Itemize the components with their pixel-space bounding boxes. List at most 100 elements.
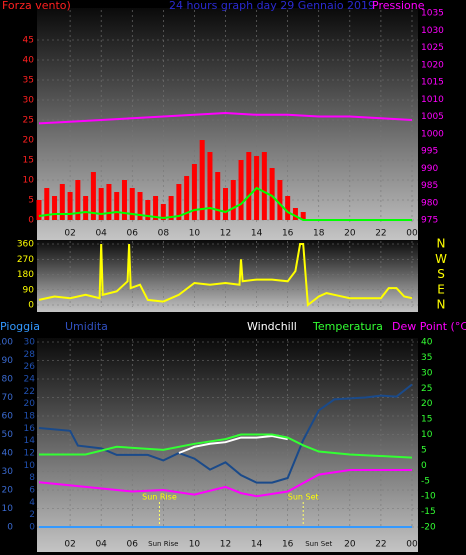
y2-tick-label: 1000 xyxy=(421,129,444,139)
y2-tick-label: 980 xyxy=(421,198,438,208)
y2-tick-label: 40 xyxy=(421,338,433,348)
legend-entry: Windchill xyxy=(247,320,297,333)
wind-bar xyxy=(83,196,89,220)
y-tick-label: 90 xyxy=(2,356,14,366)
x-tick-label: 16 xyxy=(282,540,294,550)
y-tick-label: 180 xyxy=(17,270,34,280)
wind-bar xyxy=(223,188,228,220)
y-tick-label: 40 xyxy=(2,449,14,459)
x-tick-label: 18 xyxy=(313,229,325,239)
y3-tick-label: 24 xyxy=(24,375,36,385)
legend-entry: Pioggia xyxy=(0,320,40,333)
y3-tick-label: 30 xyxy=(24,338,36,348)
wind-bar xyxy=(52,196,58,220)
y3-tick-label: 4 xyxy=(29,498,35,508)
wind-bar xyxy=(285,196,291,220)
y2-tick-label: -20 xyxy=(421,523,436,533)
y2-tick-label: 1030 xyxy=(421,26,444,36)
wind-bar xyxy=(129,188,135,220)
y2-tick-label: N xyxy=(437,237,446,251)
y2-tick-label: 10 xyxy=(421,430,433,440)
y-tick-label: 20 xyxy=(2,486,14,496)
wind-bar xyxy=(199,140,205,220)
y-axis-label: Forza vento) xyxy=(2,0,71,12)
y2-tick-label: -10 xyxy=(421,492,436,502)
wind-bar xyxy=(215,172,221,220)
wind-bar xyxy=(184,176,190,220)
wind-bar xyxy=(153,196,159,220)
wind-bar xyxy=(160,204,166,220)
y-tick-label: 40 xyxy=(23,56,35,66)
y-tick-label: 0 xyxy=(7,523,13,533)
y2-tick-label: 1035 xyxy=(421,9,444,19)
x-tick-label: 12 xyxy=(220,229,231,239)
y2-axis-label: Pressione xyxy=(372,0,425,12)
x-tick-label: 00 xyxy=(406,540,418,550)
wind-bar xyxy=(59,184,65,220)
y3-tick-label: 10 xyxy=(24,461,36,471)
x-tick-label: 00 xyxy=(406,229,418,239)
wind-bar xyxy=(277,180,283,220)
y-tick-label: 60 xyxy=(2,412,14,422)
x-tick-label: 20 xyxy=(344,540,356,550)
y3-tick-label: 16 xyxy=(24,424,36,434)
wind-bar xyxy=(90,172,96,220)
wind-bar xyxy=(98,188,104,220)
chart-title: 24 hours graph day 29 Gennaio 2019 xyxy=(169,0,375,12)
x-tick-label: 06 xyxy=(127,540,139,550)
x-tick-label: 02 xyxy=(64,540,75,550)
x-tick-label: 10 xyxy=(189,229,201,239)
y-tick-label: 25 xyxy=(23,116,34,126)
wind-bar xyxy=(269,168,275,220)
y-tick-label: 10 xyxy=(23,176,35,186)
y3-tick-label: 22 xyxy=(24,387,35,397)
y2-tick-label: 995 xyxy=(421,147,438,157)
wind-bar xyxy=(145,200,151,220)
y2-tick-label: 985 xyxy=(421,181,438,191)
wind-bar xyxy=(300,212,306,220)
wind-bar xyxy=(238,160,244,220)
x-tick-label: 04 xyxy=(95,540,107,550)
x-tick-label: 16 xyxy=(282,229,294,239)
y3-tick-label: 12 xyxy=(24,449,35,459)
y2-tick-label: 0 xyxy=(421,461,427,471)
legend-entry: Dew Point (°C) xyxy=(392,320,466,333)
wind-bar xyxy=(230,180,236,220)
wind-bar xyxy=(106,184,112,220)
wind-bar xyxy=(292,208,298,220)
y2-tick-label: S xyxy=(437,267,445,281)
y2-tick-label: N xyxy=(437,298,446,312)
y2-tick-label: 1025 xyxy=(421,43,444,53)
y-tick-label: 270 xyxy=(17,255,34,265)
y3-tick-label: 8 xyxy=(29,473,35,483)
x-tick-label: 04 xyxy=(95,229,107,239)
wind-bar xyxy=(121,180,127,220)
x-tick-label: Sun Set xyxy=(305,540,332,548)
y2-tick-label: 1020 xyxy=(421,60,444,70)
y3-tick-label: 14 xyxy=(24,436,36,446)
y-tick-label: 0 xyxy=(28,301,34,311)
y-tick-label: 5 xyxy=(28,196,34,206)
y-tick-label: 15 xyxy=(23,156,34,166)
y2-tick-label: 30 xyxy=(421,368,433,378)
wind-bar xyxy=(207,152,213,220)
x-tick-label: 22 xyxy=(375,229,386,239)
y2-tick-label: 975 xyxy=(421,216,438,226)
wind-bar xyxy=(36,200,42,220)
y-tick-label: 10 xyxy=(2,504,14,514)
y2-tick-label: -5 xyxy=(421,476,430,486)
panel-direction xyxy=(37,240,418,312)
y2-tick-label: 35 xyxy=(421,353,432,363)
y-tick-label: 50 xyxy=(2,430,14,440)
y3-tick-label: 0 xyxy=(29,523,35,533)
y2-tick-label: 1010 xyxy=(421,95,444,105)
y-tick-label: 30 xyxy=(2,467,14,477)
y-tick-label: 80 xyxy=(2,375,14,385)
wind-bar xyxy=(114,192,120,220)
x-tick-label: 22 xyxy=(375,540,386,550)
x-tick-label: 12 xyxy=(220,540,231,550)
y2-tick-label: W xyxy=(435,252,447,266)
annotation: Sun Set xyxy=(288,493,319,502)
wind-bar xyxy=(137,192,143,220)
x-tick-label: 14 xyxy=(251,229,263,239)
